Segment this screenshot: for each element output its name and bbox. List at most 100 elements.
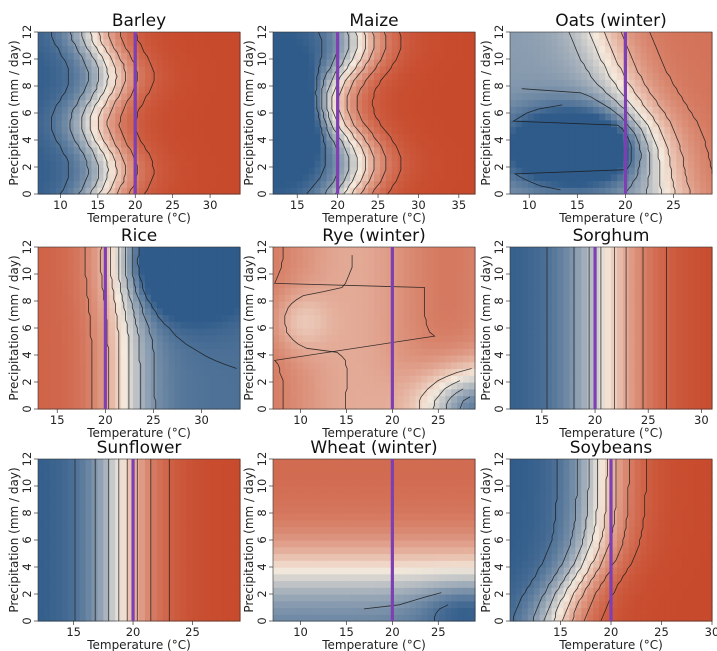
heatmap-cell [97, 72, 104, 80]
heatmap-cell [385, 133, 393, 141]
heatmap-cell [320, 274, 328, 282]
heatmap-cell [391, 133, 399, 141]
heatmap-cell [521, 59, 529, 67]
heatmap-cell [356, 173, 363, 182]
heatmap-cell [640, 334, 648, 343]
heatmap-cell [421, 341, 429, 349]
heatmap-cell [527, 153, 535, 161]
heatmap-cell [210, 79, 217, 87]
heatmap-cell [162, 180, 170, 188]
heatmap-cell [670, 395, 677, 403]
y-tick-label: 10 [492, 52, 506, 67]
heatmap-cell [611, 86, 618, 94]
heatmap-cell [79, 395, 87, 403]
heatmap-cell [374, 133, 381, 141]
heatmap-cell [557, 106, 565, 114]
heatmap-cell [73, 267, 81, 275]
heatmap-cell [144, 160, 152, 168]
heatmap-cell [186, 187, 194, 195]
heatmap-cell [186, 160, 194, 168]
heatmap-cell [73, 59, 81, 67]
heatmap-cell [551, 388, 559, 397]
y-tick-label: 2 [20, 378, 34, 385]
heatmap-cell [296, 388, 304, 397]
heatmap-cell [706, 140, 713, 148]
heatmap-cell [350, 388, 357, 397]
heatmap-cell [356, 280, 363, 289]
heatmap-cell [55, 382, 63, 390]
heatmap-cell [463, 375, 470, 383]
heatmap-cell [628, 146, 636, 155]
heatmap-cell [616, 355, 624, 363]
heatmap-cell [67, 382, 75, 390]
heatmap-cell [204, 119, 211, 128]
heatmap-cell [457, 253, 464, 262]
heatmap-cell [73, 280, 81, 289]
heatmap-cell [67, 307, 75, 316]
heatmap-cell [688, 368, 695, 376]
heatmap-cell [127, 113, 134, 121]
heatmap-cell [97, 314, 104, 322]
heatmap-cell [385, 173, 393, 182]
heatmap-cell [139, 247, 146, 255]
heatmap-cell [700, 146, 707, 155]
heatmap-cell [634, 52, 642, 60]
heatmap-cell [115, 321, 122, 329]
heatmap-cell [61, 274, 69, 282]
heatmap-cell [180, 395, 188, 403]
heatmap-cell [192, 32, 200, 40]
heatmap-cell [527, 92, 535, 101]
heatmap-cell [139, 59, 146, 67]
heatmap-cell [640, 173, 648, 182]
heatmap-cell [38, 187, 45, 195]
heatmap-cell [228, 341, 235, 349]
heatmap-cell [139, 314, 146, 322]
heatmap-cell [533, 140, 541, 148]
heatmap-cell [628, 253, 636, 262]
heatmap-cell [457, 173, 464, 182]
heatmap-cell [61, 126, 69, 134]
heatmap-cell [658, 113, 666, 121]
heatmap-cell [551, 106, 559, 114]
heatmap-cell [73, 402, 81, 410]
heatmap-cell [605, 321, 612, 329]
heatmap-cell [49, 119, 57, 128]
heatmap-cell [49, 65, 57, 74]
heatmap-cell [290, 146, 298, 155]
heatmap-cell [379, 126, 387, 134]
heatmap-cell [73, 133, 81, 141]
heatmap-cell [234, 368, 241, 376]
heatmap-cell [350, 45, 357, 53]
heatmap-cell [616, 375, 624, 383]
heatmap-cell [162, 253, 170, 262]
heatmap-cell [539, 38, 547, 47]
heatmap-cell [344, 334, 351, 343]
heatmap-cell [533, 355, 541, 363]
heatmap-cell [222, 146, 229, 155]
heatmap-cell [457, 106, 464, 114]
heatmap-cell [344, 247, 351, 255]
heatmap-cell [539, 52, 547, 60]
heatmap-cell [43, 65, 51, 74]
heatmap-cell [198, 253, 205, 262]
heatmap-cell [433, 146, 440, 155]
heatmap-cell [433, 334, 440, 343]
heatmap-cell [174, 160, 182, 168]
heatmap-cell [391, 375, 399, 383]
heatmap-cell [204, 368, 211, 376]
heatmap-cell [569, 301, 576, 309]
heatmap-cell [510, 126, 517, 134]
heatmap-cell [296, 133, 304, 141]
heatmap-cell [38, 334, 45, 343]
heatmap-cell [302, 160, 310, 168]
heatmap-cell [73, 361, 81, 370]
heatmap-cell [320, 92, 328, 101]
heatmap-cell [79, 106, 87, 114]
heatmap-cell [439, 160, 446, 168]
heatmap-cell [216, 65, 223, 74]
heatmap-cell [652, 106, 660, 114]
heatmap-cell [368, 355, 375, 363]
heatmap-cell [168, 86, 176, 94]
heatmap-cell [290, 59, 298, 67]
heatmap-cell [290, 153, 298, 161]
